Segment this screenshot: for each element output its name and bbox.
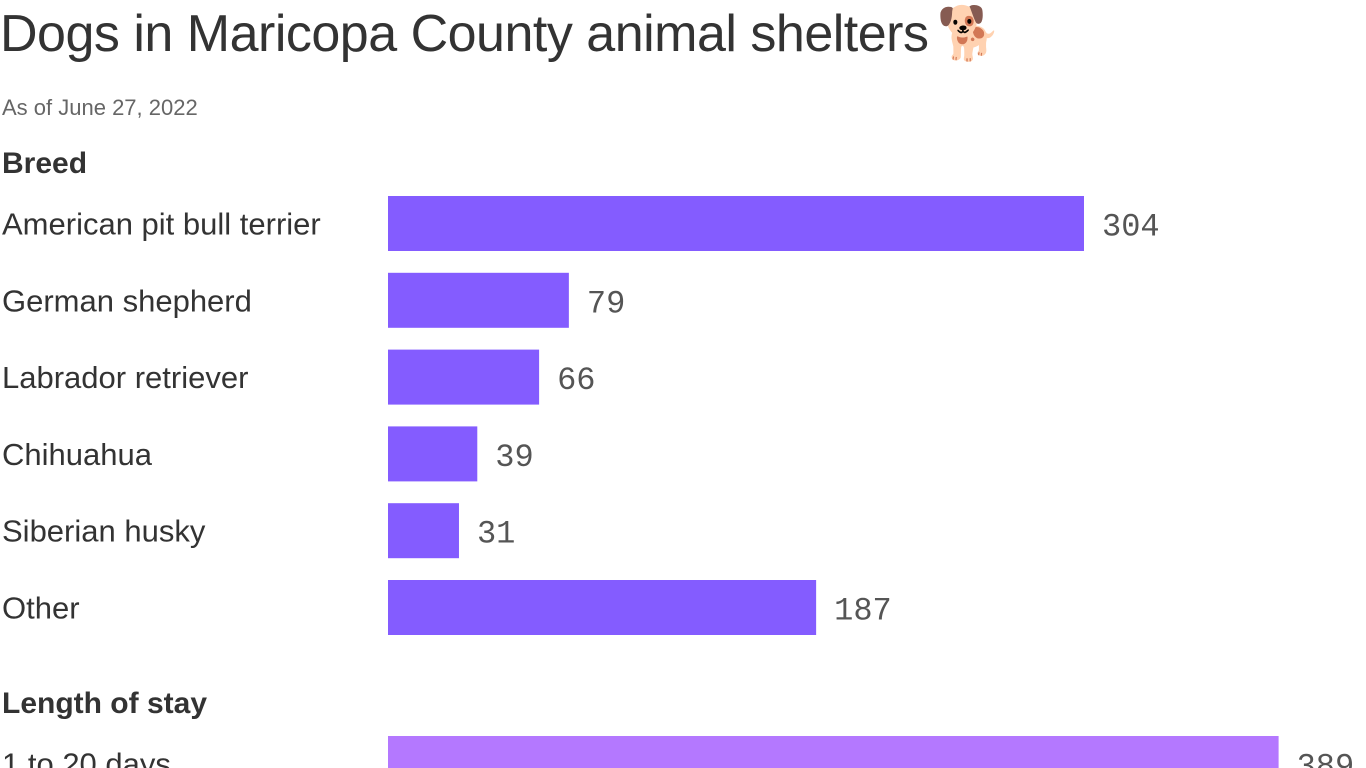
breed-category-label: Labrador retriever: [2, 360, 248, 395]
breed-category-label: American pit bull terrier: [2, 207, 321, 242]
stay-category-label: 1 to 20 days: [2, 747, 171, 768]
stay-value-label: 389: [1297, 749, 1355, 768]
breed-category-label: Chihuahua: [2, 437, 153, 472]
chart-subtitle: As of June 27, 2022: [2, 95, 198, 120]
breed-category-label: Siberian husky: [2, 514, 206, 549]
breed-value-label: 66: [557, 362, 595, 399]
stay-bar: [388, 736, 1279, 768]
breed-value-label: 304: [1102, 209, 1160, 246]
section-heading-length-of-stay: Length of stay: [2, 687, 208, 720]
breed-bar: [388, 196, 1084, 251]
breed-value-label: 79: [587, 285, 625, 322]
breed-bar: [388, 272, 569, 328]
breed-bar: [388, 580, 817, 635]
breed-category-label: Other: [2, 591, 80, 626]
dog-icon: 🐕: [936, 5, 1001, 63]
breed-bar: [388, 426, 478, 482]
section-heading-breed: Breed: [2, 147, 88, 180]
chart-title: Dogs in Maricopa County animal shelters 🐕: [0, 2, 1001, 66]
breed-value-label: 187: [834, 593, 892, 630]
breed-value-label: 39: [495, 439, 533, 476]
chart-title-text: Dogs in Maricopa County animal shelters: [0, 5, 929, 63]
breed-bar: [388, 349, 540, 405]
breed-bar: [388, 503, 459, 559]
breed-value-label: 31: [477, 516, 515, 553]
breed-category-label: German shepherd: [2, 283, 252, 318]
